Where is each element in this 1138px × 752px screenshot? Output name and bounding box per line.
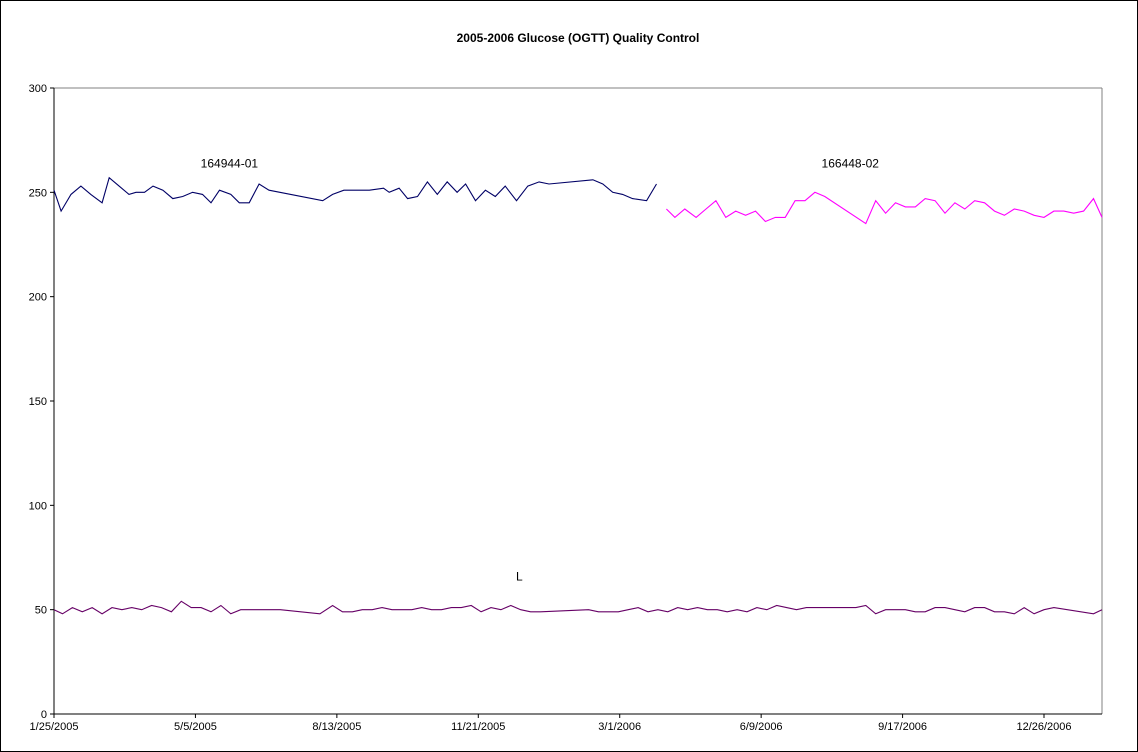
- annotation-label: 166448-02: [822, 156, 880, 170]
- x-tick-label: 11/21/2005: [451, 721, 505, 733]
- annotation-label: 164944-01: [201, 156, 259, 170]
- series-layer: [53, 176, 1103, 615]
- y-tick-label: 300: [29, 83, 47, 95]
- series-line-2: [666, 191, 1103, 225]
- x-tick-label: 6/9/2006: [740, 721, 783, 733]
- y-axis: 0 50 100 150 200 250 300: [29, 83, 55, 721]
- x-tick-label: 12/26/2006: [1016, 721, 1071, 733]
- x-tick-label: 8/13/2005: [312, 721, 361, 733]
- chart-title: 2005-2006 Glucose (OGTT) Quality Control: [457, 31, 700, 45]
- y-tick-label: 250: [29, 187, 47, 199]
- x-tick-label: 5/5/2005: [174, 721, 217, 733]
- y-tick-label: 100: [29, 500, 47, 512]
- x-tick-label: 3/1/2006: [598, 721, 641, 733]
- series-line-3: [53, 600, 1103, 615]
- plot-area: [54, 87, 1103, 714]
- annotation-layer: 164944-01 166448-02 L: [201, 156, 880, 583]
- x-tick-label: 9/17/2006: [878, 721, 927, 733]
- y-tick-label: 150: [29, 396, 47, 408]
- x-tick-label: 1/25/2005: [30, 721, 79, 733]
- annotation-label: L: [516, 569, 523, 583]
- y-tick-label: 0: [41, 709, 47, 721]
- y-tick-label: 200: [29, 292, 47, 304]
- series-line-1: [53, 176, 657, 213]
- y-tick-label: 50: [35, 605, 47, 617]
- x-axis: 1/25/2005 5/5/2005 8/13/2005 11/21/2005 3/1/…: [30, 713, 1102, 733]
